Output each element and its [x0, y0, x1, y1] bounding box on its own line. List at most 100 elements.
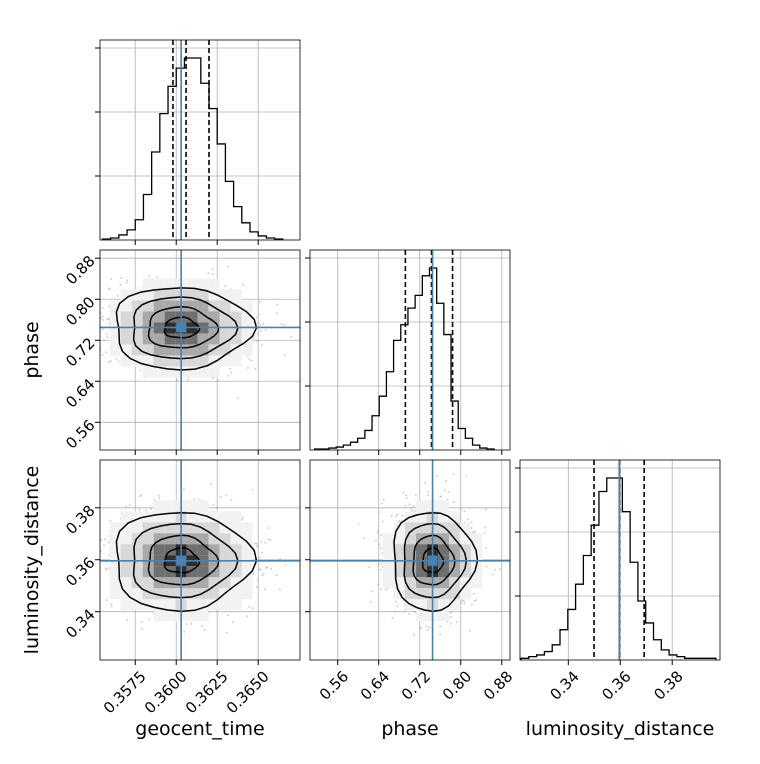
density-cell: [416, 544, 428, 556]
density-cell: [416, 588, 428, 600]
density-cell: [230, 355, 242, 367]
sample-point: [463, 602, 466, 605]
density-cell: [449, 544, 461, 556]
density-cell: [219, 522, 231, 534]
sample-point: [125, 281, 128, 284]
truth-marker: [176, 555, 187, 566]
x-tick-label: 0.34: [546, 667, 582, 703]
sample-point: [101, 354, 104, 356]
density-cell: [186, 289, 198, 301]
density-cell: [416, 566, 428, 578]
panel-hist-luminosity_distance: [515, 459, 721, 661]
x-tick-label: 0.64: [357, 667, 393, 703]
density-cell: [471, 566, 483, 578]
sample-point: [248, 605, 251, 608]
sample-point: [376, 531, 379, 534]
density-cell: [186, 599, 198, 611]
sample-point: [212, 504, 215, 506]
sample-point: [455, 620, 458, 623]
density-cell: [153, 289, 165, 301]
sample-point: [224, 285, 227, 288]
density-cell: [142, 544, 154, 556]
density-cell: [142, 289, 154, 301]
density-cell: [230, 544, 242, 556]
density-cell: [164, 333, 176, 345]
density-cell: [416, 500, 428, 512]
x-tick-label: 0.3650: [223, 667, 273, 717]
sample-point: [110, 605, 113, 608]
sample-point: [185, 623, 188, 626]
sample-point: [237, 397, 240, 400]
density-cell: [208, 522, 220, 534]
y-tick-label: 0.88: [62, 252, 98, 288]
sample-point: [283, 354, 286, 357]
density-cell: [197, 610, 209, 622]
sample-point: [103, 544, 105, 546]
sample-point: [410, 509, 413, 512]
sample-point: [100, 312, 102, 315]
density-cell: [208, 355, 220, 367]
density-cell: [208, 344, 220, 356]
density-cell: [208, 300, 220, 312]
x-tick-label: 0.3575: [100, 667, 150, 717]
sample-point: [256, 339, 259, 342]
sample-point: [254, 367, 257, 370]
sample-point: [445, 480, 448, 482]
sample-point: [120, 276, 123, 279]
density-cell: [438, 610, 450, 622]
density-cell: [197, 344, 209, 356]
sample-point: [435, 475, 438, 478]
sample-point: [396, 605, 399, 608]
density-cell: [164, 577, 176, 589]
sample-point: [257, 313, 260, 316]
density-cell: [153, 300, 165, 312]
x-tick-label: 0.80: [439, 667, 475, 703]
sample-point: [261, 344, 264, 346]
density-cell: [405, 588, 417, 600]
density-cell: [153, 344, 165, 356]
sample-point: [125, 505, 128, 508]
density-cell: [230, 599, 242, 611]
density-cell: [197, 355, 209, 367]
sample-point: [467, 518, 469, 521]
sample-point: [414, 494, 417, 497]
density-cell: [219, 544, 231, 556]
density-cell: [208, 333, 220, 345]
sample-point: [106, 336, 109, 339]
sample-point: [102, 315, 104, 318]
density-cell: [208, 366, 220, 378]
density-cell: [186, 311, 198, 323]
density-cell: [120, 311, 132, 323]
histogram-geocent_time: [101, 57, 284, 240]
density-cell: [230, 311, 242, 323]
density-cell: [241, 311, 253, 323]
sample-point: [183, 630, 186, 633]
sample-point: [374, 539, 377, 542]
sample-point: [427, 494, 430, 497]
sample-point: [305, 614, 307, 616]
sample-point: [94, 328, 96, 330]
density-cell: [219, 333, 231, 345]
density-cell: [164, 300, 176, 312]
density-cell: [120, 355, 132, 367]
density-cell: [208, 278, 220, 290]
sample-point: [405, 494, 408, 497]
density-cell: [460, 577, 472, 589]
sample-point: [105, 568, 108, 571]
density-cell: [241, 577, 253, 589]
sample-point: [104, 538, 106, 541]
sample-point: [378, 543, 381, 546]
density-cell: [120, 333, 132, 345]
density-cell: [142, 311, 154, 323]
sample-point: [449, 616, 452, 618]
density-cell: [120, 344, 132, 356]
density-cell: [153, 366, 165, 378]
panel-2d-phase-luminosity_distance: [309, 459, 511, 661]
sample-point: [290, 335, 293, 338]
sample-point: [230, 371, 233, 374]
sample-point: [443, 489, 446, 492]
sample-point: [381, 520, 384, 523]
y-tick-label: 0.56: [62, 416, 98, 452]
density-cell: [460, 522, 472, 534]
